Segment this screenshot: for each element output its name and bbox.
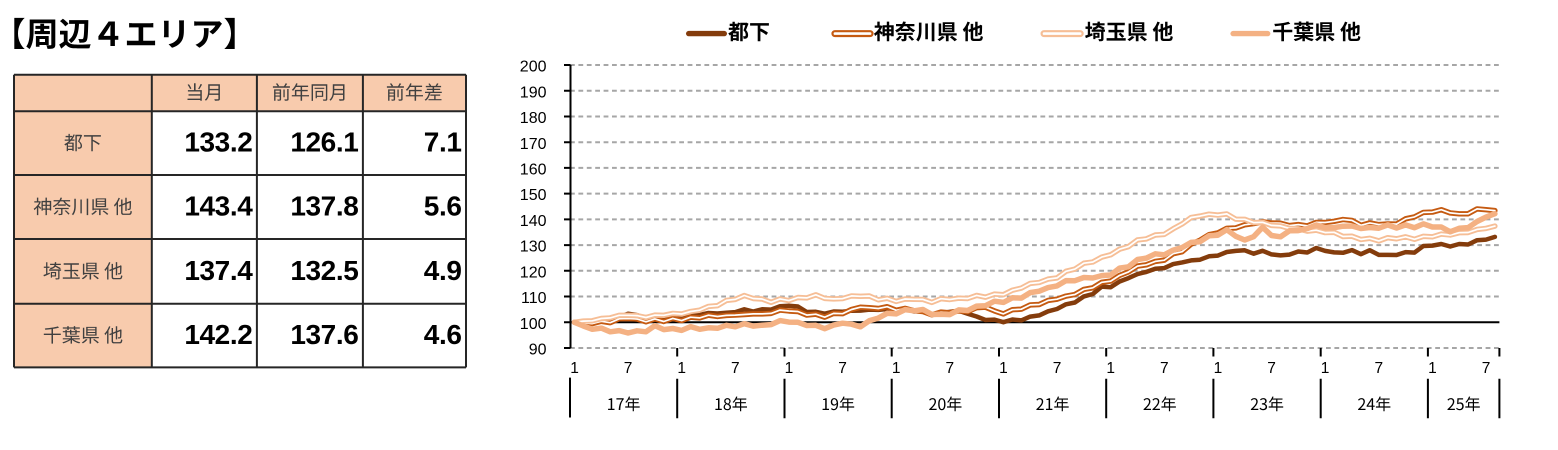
svg-text:126.1: 126.1 [290,127,358,158]
svg-text:133.2: 133.2 [184,127,252,158]
svg-text:137.4: 137.4 [184,255,253,286]
svg-text:110: 110 [521,290,547,307]
svg-text:4.9: 4.9 [424,255,462,286]
svg-text:150: 150 [520,187,547,204]
svg-text:137.6: 137.6 [290,319,358,350]
svg-text:7: 7 [1053,360,1062,377]
svg-text:100: 100 [520,316,547,333]
svg-text:180: 180 [520,110,547,127]
svg-text:170: 170 [520,136,547,153]
svg-text:1: 1 [1321,360,1330,377]
svg-text:7.1: 7.1 [424,127,462,158]
svg-text:1: 1 [677,360,686,377]
svg-text:1: 1 [999,360,1008,377]
svg-text:7: 7 [624,360,633,377]
svg-text:142.2: 142.2 [184,319,252,350]
svg-text:7: 7 [1267,360,1276,377]
svg-text:130: 130 [520,239,547,256]
svg-text:7: 7 [1374,360,1383,377]
svg-text:143.4: 143.4 [184,191,253,222]
svg-text:4.6: 4.6 [424,319,462,350]
svg-text:137.8: 137.8 [290,191,358,222]
svg-text:7: 7 [1482,360,1491,377]
svg-text:1: 1 [1214,360,1223,377]
svg-text:160: 160 [520,162,547,179]
svg-text:190: 190 [520,84,547,101]
svg-text:7: 7 [731,360,740,377]
svg-text:90: 90 [529,342,547,359]
svg-text:120: 120 [520,264,547,281]
svg-text:1: 1 [570,360,579,377]
svg-text:7: 7 [838,360,847,377]
svg-text:7: 7 [945,360,954,377]
svg-text:200: 200 [520,59,547,76]
svg-text:5.6: 5.6 [424,191,462,222]
svg-text:140: 140 [520,213,547,230]
svg-text:1: 1 [892,360,901,377]
svg-text:1: 1 [785,360,794,377]
svg-text:1: 1 [1428,360,1437,377]
svg-text:132.5: 132.5 [290,255,358,286]
svg-text:7: 7 [1160,360,1169,377]
svg-text:1: 1 [1106,360,1115,377]
